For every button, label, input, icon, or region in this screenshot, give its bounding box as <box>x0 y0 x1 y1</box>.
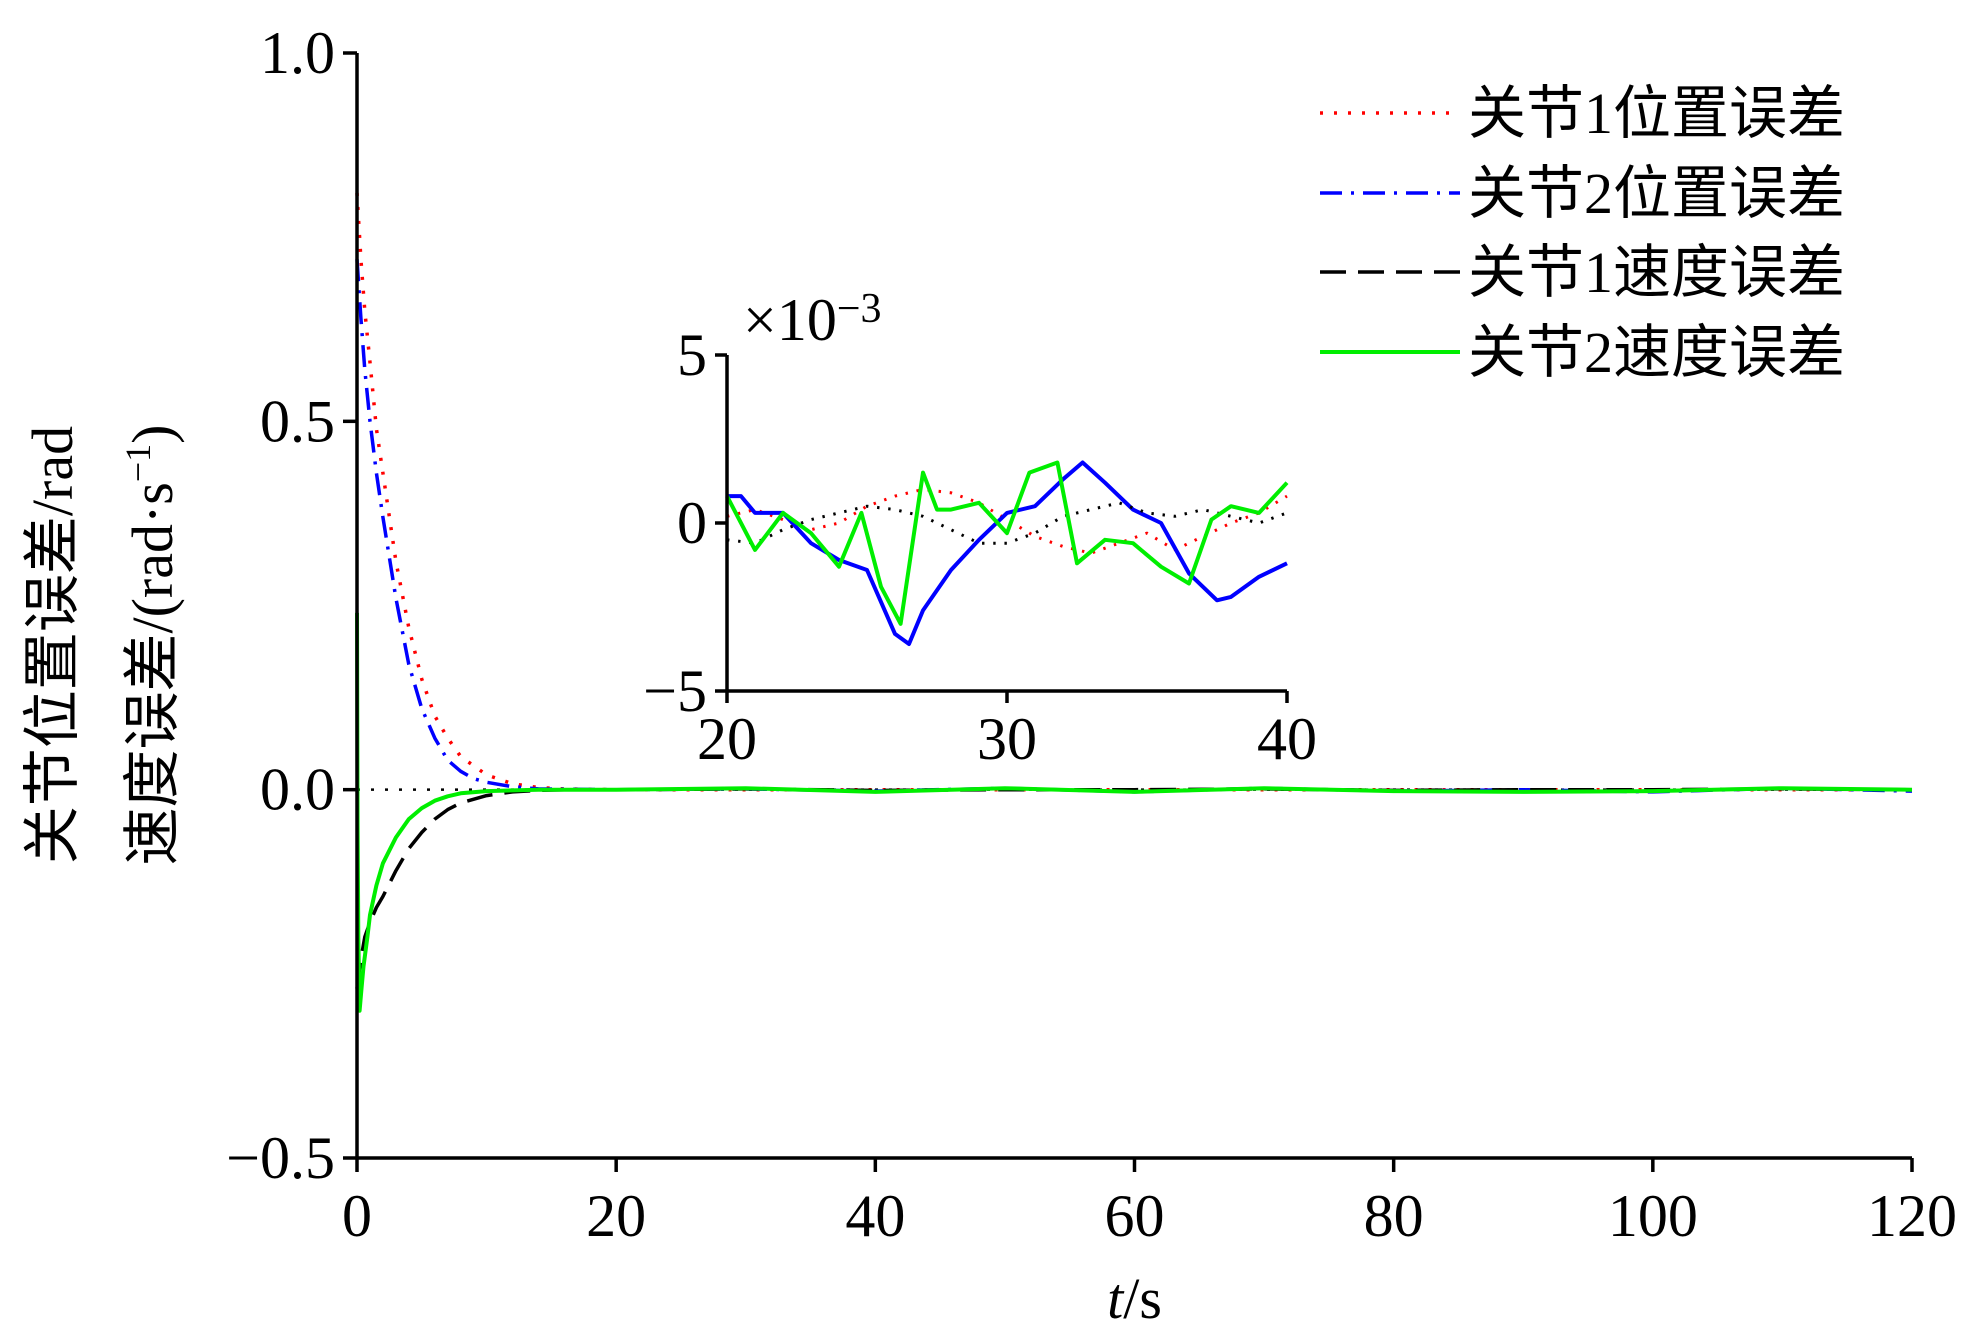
y-axis-title-line1: 关节位置误差/rad <box>20 426 85 864</box>
legend-label-series-2: 关节2位置误差 <box>1468 161 1845 226</box>
x-tick-label: 80 <box>1364 1183 1424 1249</box>
x-tick-label: 0 <box>342 1183 372 1249</box>
x-axis-variable: t <box>1107 1266 1125 1331</box>
main-plot: −0.5 0.0 0.5 1.0 0 20 40 60 80 100 120 t/s 关节位置误差/ra… <box>20 20 1957 1331</box>
y-tick-label: 1.0 <box>260 20 335 86</box>
y-tick-label: 0.5 <box>260 388 335 454</box>
inset-background <box>727 305 1287 691</box>
inset-x-tick-label: 30 <box>977 706 1037 772</box>
x-tick-label: 100 <box>1608 1183 1698 1249</box>
y-axis-title-line2-sup: −1 <box>118 444 158 482</box>
inset-scale-base: ×10 <box>743 287 837 353</box>
y-tick-label: 0.0 <box>260 757 335 823</box>
inset-y-tick-label: −5 <box>643 658 707 724</box>
inset-y-tick-label: 0 <box>677 490 707 556</box>
inset-scale-exponent: −3 <box>837 286 882 332</box>
x-tick-label: 120 <box>1867 1183 1957 1249</box>
y-axis-title-line2: 速度误差/(rad·s−1) <box>118 424 185 865</box>
legend-label-series-4: 关节2速度误差 <box>1468 320 1845 385</box>
y-axis-title-line2-text: 速度误差/(rad·s <box>120 482 185 865</box>
inset-x-tick-label: 20 <box>697 706 757 772</box>
main-series-4-line <box>355 612 1913 1013</box>
inset-y-tick-label: 5 <box>677 322 707 388</box>
x-tick-label: 60 <box>1105 1183 1165 1249</box>
y-tick-label: −0.5 <box>226 1125 335 1191</box>
x-axis-unit: /s <box>1123 1266 1162 1331</box>
y-axis-title-line2-close: ) <box>120 424 185 443</box>
inset-x-tick-label: 40 <box>1257 706 1317 772</box>
inset-plot: −5 0 5 20 30 40 ×10−3 <box>643 286 1317 772</box>
x-tick-label: 20 <box>586 1183 646 1249</box>
x-tick-label: 40 <box>845 1183 905 1249</box>
inset-series-2-line <box>727 460 1288 646</box>
legend-label-series-3: 关节1速度误差 <box>1468 240 1845 305</box>
legend-label-series-1: 关节1位置误差 <box>1468 81 1845 146</box>
x-axis-title: t/s <box>1107 1266 1162 1331</box>
inset-scale-label: ×10−3 <box>743 286 882 353</box>
inset-series-4-line <box>725 460 1289 626</box>
